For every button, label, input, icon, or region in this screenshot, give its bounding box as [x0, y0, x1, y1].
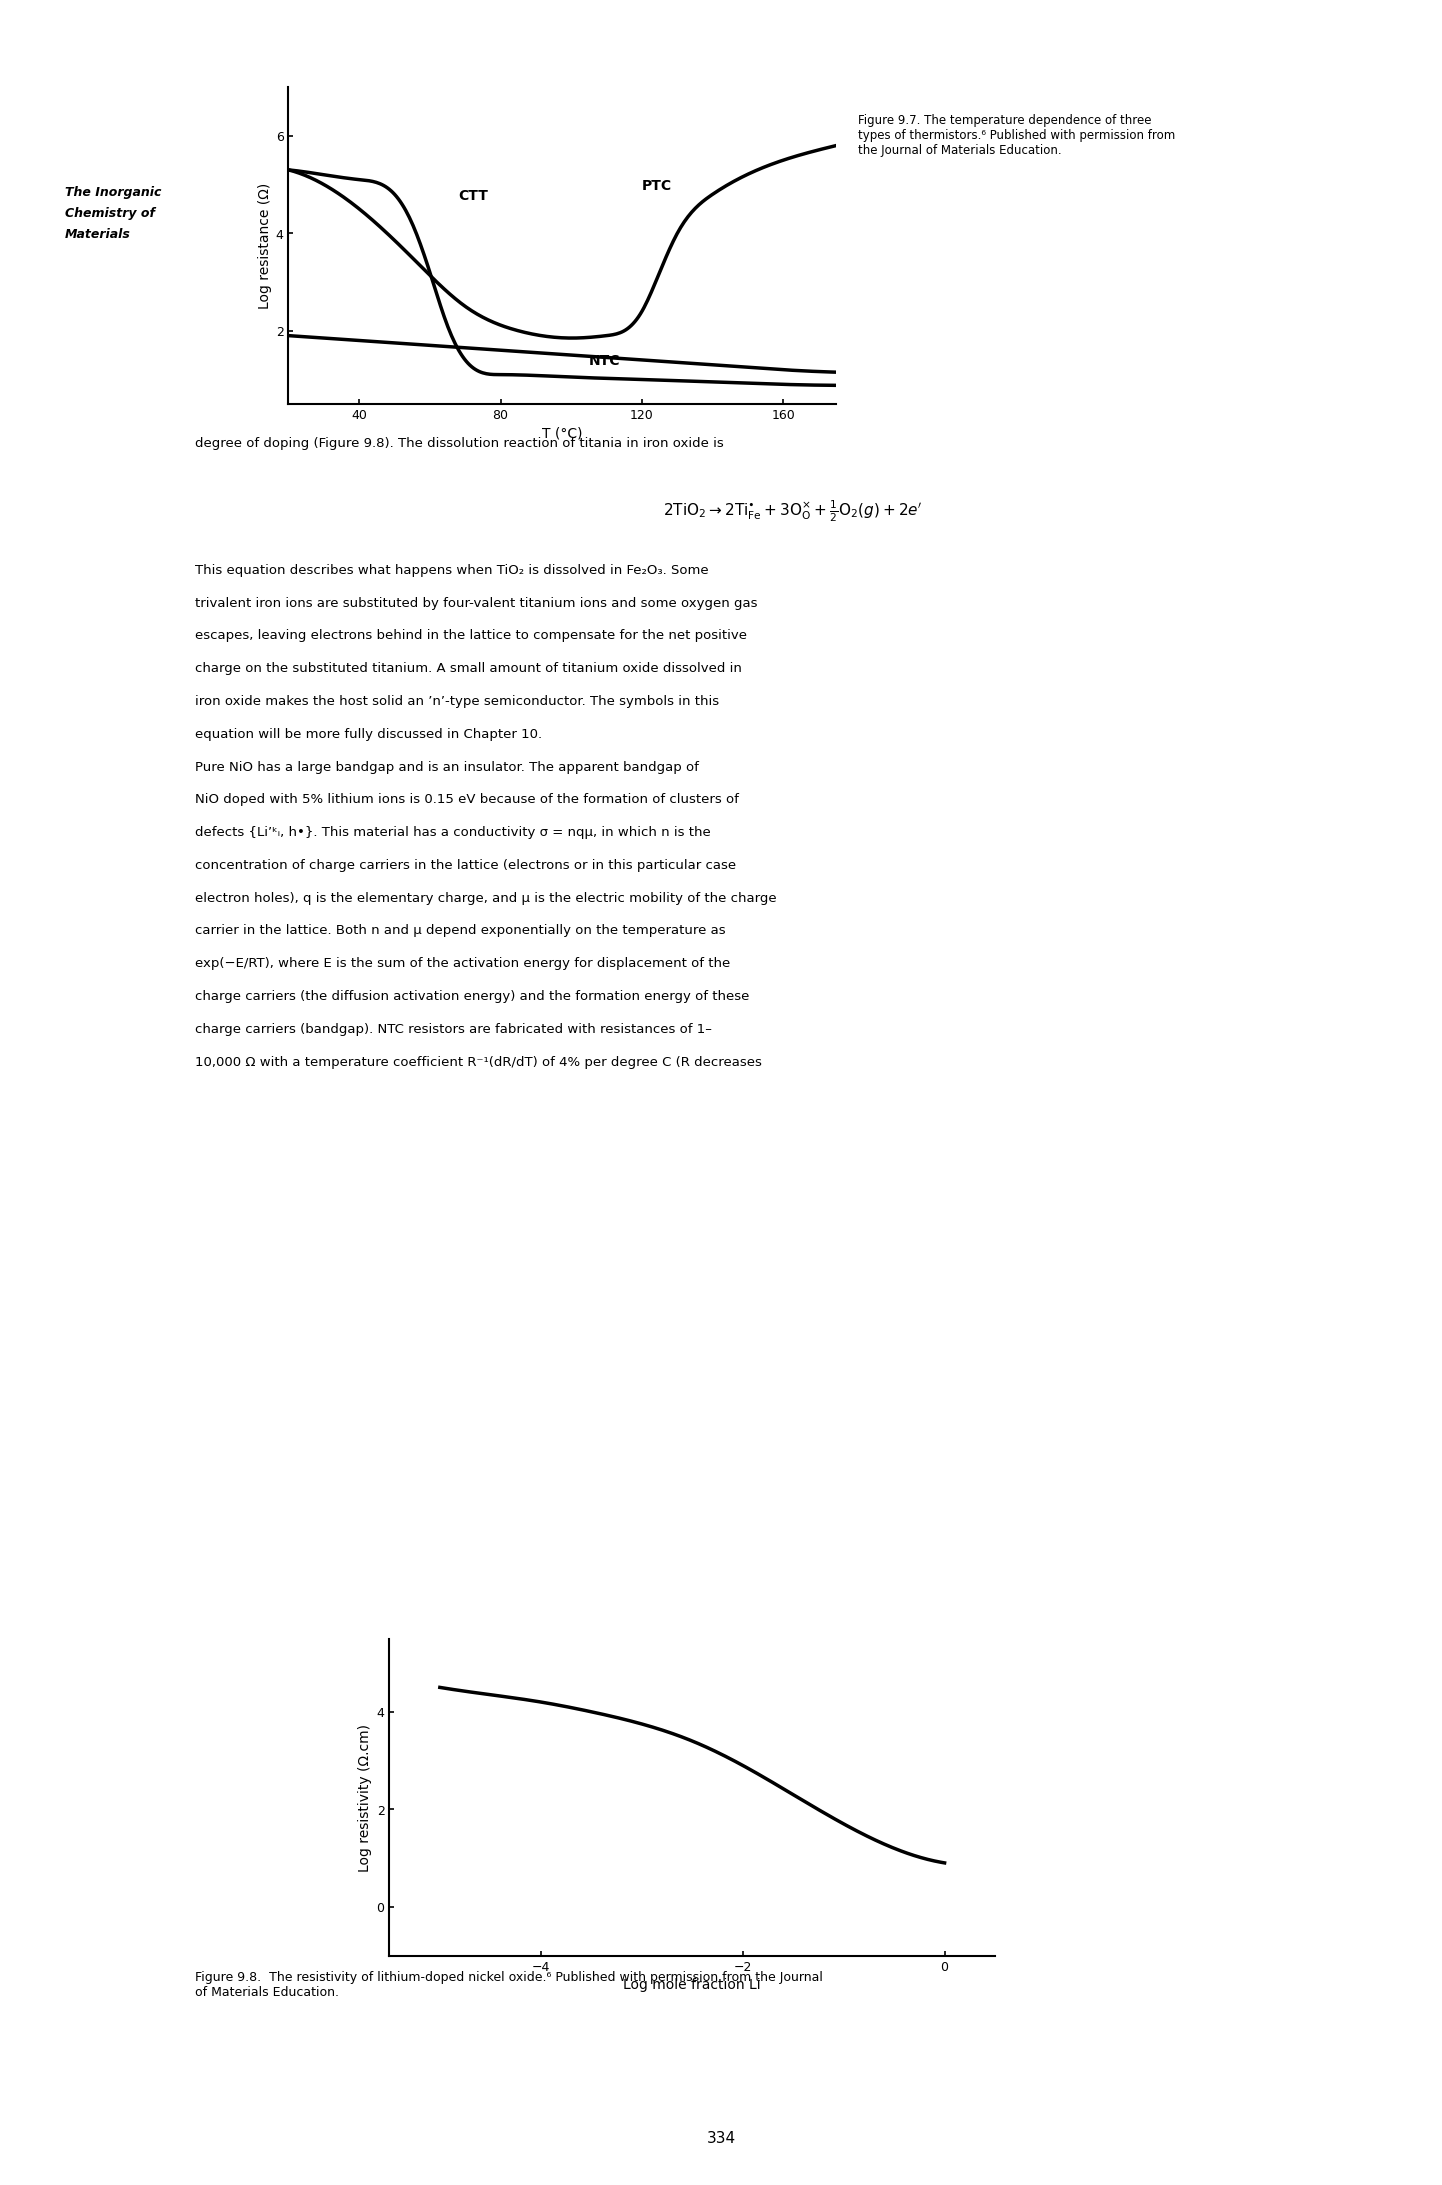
Text: This equation describes what happens when TiO₂ is dissolved in Fe₂O₃. Some: This equation describes what happens whe… [195, 564, 708, 577]
Y-axis label: Log resistance (Ω): Log resistance (Ω) [258, 184, 271, 308]
Text: CTT: CTT [459, 188, 487, 203]
Text: electron holes), q is the elementary charge, and μ is the electric mobility of t: electron holes), q is the elementary cha… [195, 891, 776, 905]
Text: defects {Li’ᵏᵢ, h•}. This material has a conductivity σ = nqμ, in which n is the: defects {Li’ᵏᵢ, h•}. This material has a… [195, 826, 711, 839]
Y-axis label: Log resistivity (Ω.cm): Log resistivity (Ω.cm) [358, 1724, 372, 1870]
Text: Pure NiO has a large bandgap and is an insulator. The apparent bandgap of: Pure NiO has a large bandgap and is an i… [195, 760, 698, 773]
Text: degree of doping (Figure 9.8). The dissolution reaction of titania in iron oxide: degree of doping (Figure 9.8). The disso… [195, 437, 724, 450]
Text: PTC: PTC [642, 179, 672, 192]
Text: trivalent iron ions are substituted by four-valent titanium ions and some oxygen: trivalent iron ions are substituted by f… [195, 597, 757, 610]
Text: Figure 9.7. The temperature dependence of three
types of thermistors.⁶ Published: Figure 9.7. The temperature dependence o… [858, 114, 1175, 157]
X-axis label: Log mole fraction Li: Log mole fraction Li [623, 1977, 761, 1991]
Text: concentration of charge carriers in the lattice (electrons or in this particular: concentration of charge carriers in the … [195, 859, 735, 872]
Text: escapes, leaving electrons behind in the lattice to compensate for the net posit: escapes, leaving electrons behind in the… [195, 629, 747, 642]
Text: charge on the substituted titanium. A small amount of titanium oxide dissolved i: charge on the substituted titanium. A sm… [195, 662, 741, 675]
Text: charge carriers (the diffusion activation energy) and the formation energy of th: charge carriers (the diffusion activatio… [195, 990, 748, 1003]
Text: $2\mathrm{TiO_2} \rightarrow 2\mathrm{Ti^{\bullet}_{Fe}} + 3\mathrm{O^{\times}_{: $2\mathrm{TiO_2} \rightarrow 2\mathrm{Ti… [663, 498, 923, 524]
Text: 334: 334 [707, 2130, 735, 2146]
Text: exp(−E/RT), where E is the sum of the activation energy for displacement of the: exp(−E/RT), where E is the sum of the ac… [195, 957, 730, 970]
Text: charge carriers (bandgap). NTC resistors are fabricated with resistances of 1–: charge carriers (bandgap). NTC resistors… [195, 1023, 711, 1036]
Text: Figure 9.8.  The resistivity of lithium-doped nickel oxide.⁶ Published with perm: Figure 9.8. The resistivity of lithium-d… [195, 1971, 822, 1999]
Text: iron oxide makes the host solid an ’n’-type semiconductor. The symbols in this: iron oxide makes the host solid an ’n’-t… [195, 695, 718, 708]
Text: NiO doped with 5% lithium ions is 0.15 eV because of the formation of clusters o: NiO doped with 5% lithium ions is 0.15 e… [195, 793, 738, 806]
Text: equation will be more fully discussed in Chapter 10.: equation will be more fully discussed in… [195, 728, 542, 741]
Text: 10,000 Ω with a temperature coefficient R⁻¹(dR/dT) of 4% per degree C (R decreas: 10,000 Ω with a temperature coefficient … [195, 1055, 761, 1068]
Text: carrier in the lattice. Both n and μ depend exponentially on the temperature as: carrier in the lattice. Both n and μ dep… [195, 924, 725, 937]
X-axis label: T (°C): T (°C) [542, 426, 583, 439]
Text: NTC: NTC [588, 354, 620, 369]
Text: The Inorganic
Chemistry of
Materials: The Inorganic Chemistry of Materials [65, 186, 162, 240]
